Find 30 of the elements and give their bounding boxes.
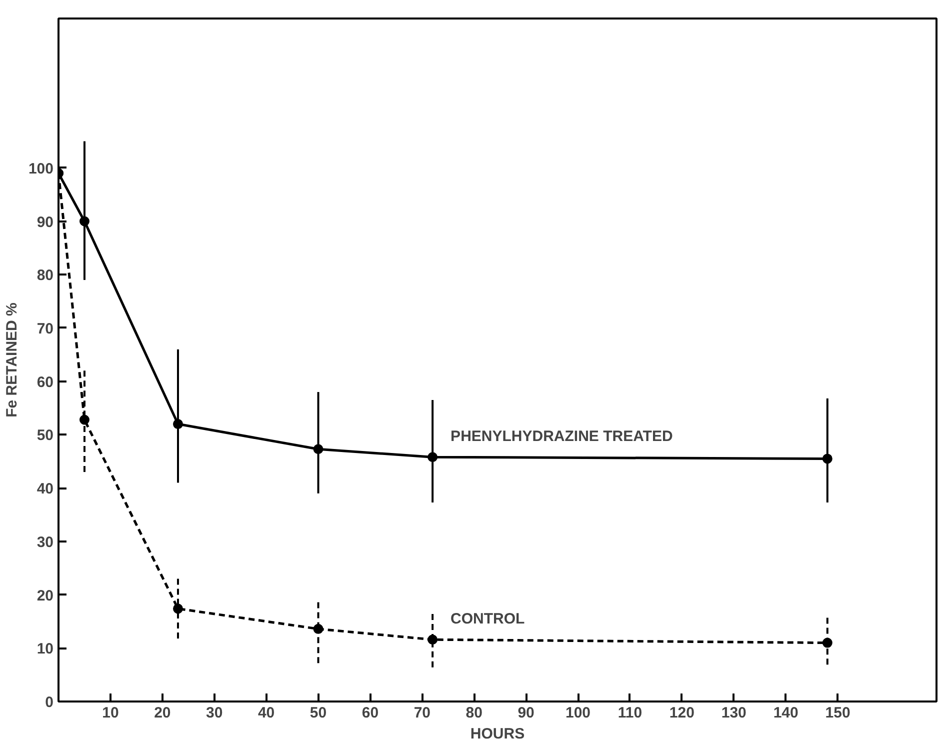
y-tick-label: 70 [36, 320, 54, 338]
y-tick-label: 40 [36, 480, 54, 498]
y-tick-label: 30 [36, 534, 54, 551]
x-tick-label: 90 [518, 704, 534, 722]
x-tick-label: 120 [669, 704, 694, 722]
y-tick-label: 80 [36, 267, 54, 284]
y-tick-label: 0 [45, 694, 54, 711]
x-tick-label: 100 [566, 704, 591, 722]
y-tick-label: 50 [36, 427, 54, 444]
x-tick-label: 80 [466, 704, 482, 722]
y-tick-label: 90 [36, 214, 54, 231]
series-label: PHENYLHYDRAZINE TREATED [450, 428, 673, 446]
x-tick-label: 30 [206, 704, 223, 722]
y-axis-title: Fe RETAINED % [3, 302, 20, 418]
x-tick-label: 40 [258, 704, 275, 722]
x-tick-label: 10 [102, 704, 119, 722]
x-tick-label: 60 [362, 704, 379, 722]
x-tick-label: 50 [310, 704, 327, 722]
x-tick-label: 70 [414, 704, 431, 722]
y-tick-label: 10 [36, 640, 54, 658]
x-tick-label: 150 [825, 704, 850, 722]
x-tick-label: 20 [154, 704, 171, 722]
y-tick-label: 60 [36, 374, 54, 391]
x-tick-label: 110 [618, 704, 642, 722]
series-label: CONTROL [450, 610, 525, 628]
x-tick-label: 130 [721, 704, 746, 722]
x-axis-title: HOURS [470, 726, 525, 742]
y-tick-label: 100 [28, 160, 54, 178]
y-tick-label: 20 [36, 587, 54, 604]
x-tick-label: 140 [773, 704, 798, 722]
